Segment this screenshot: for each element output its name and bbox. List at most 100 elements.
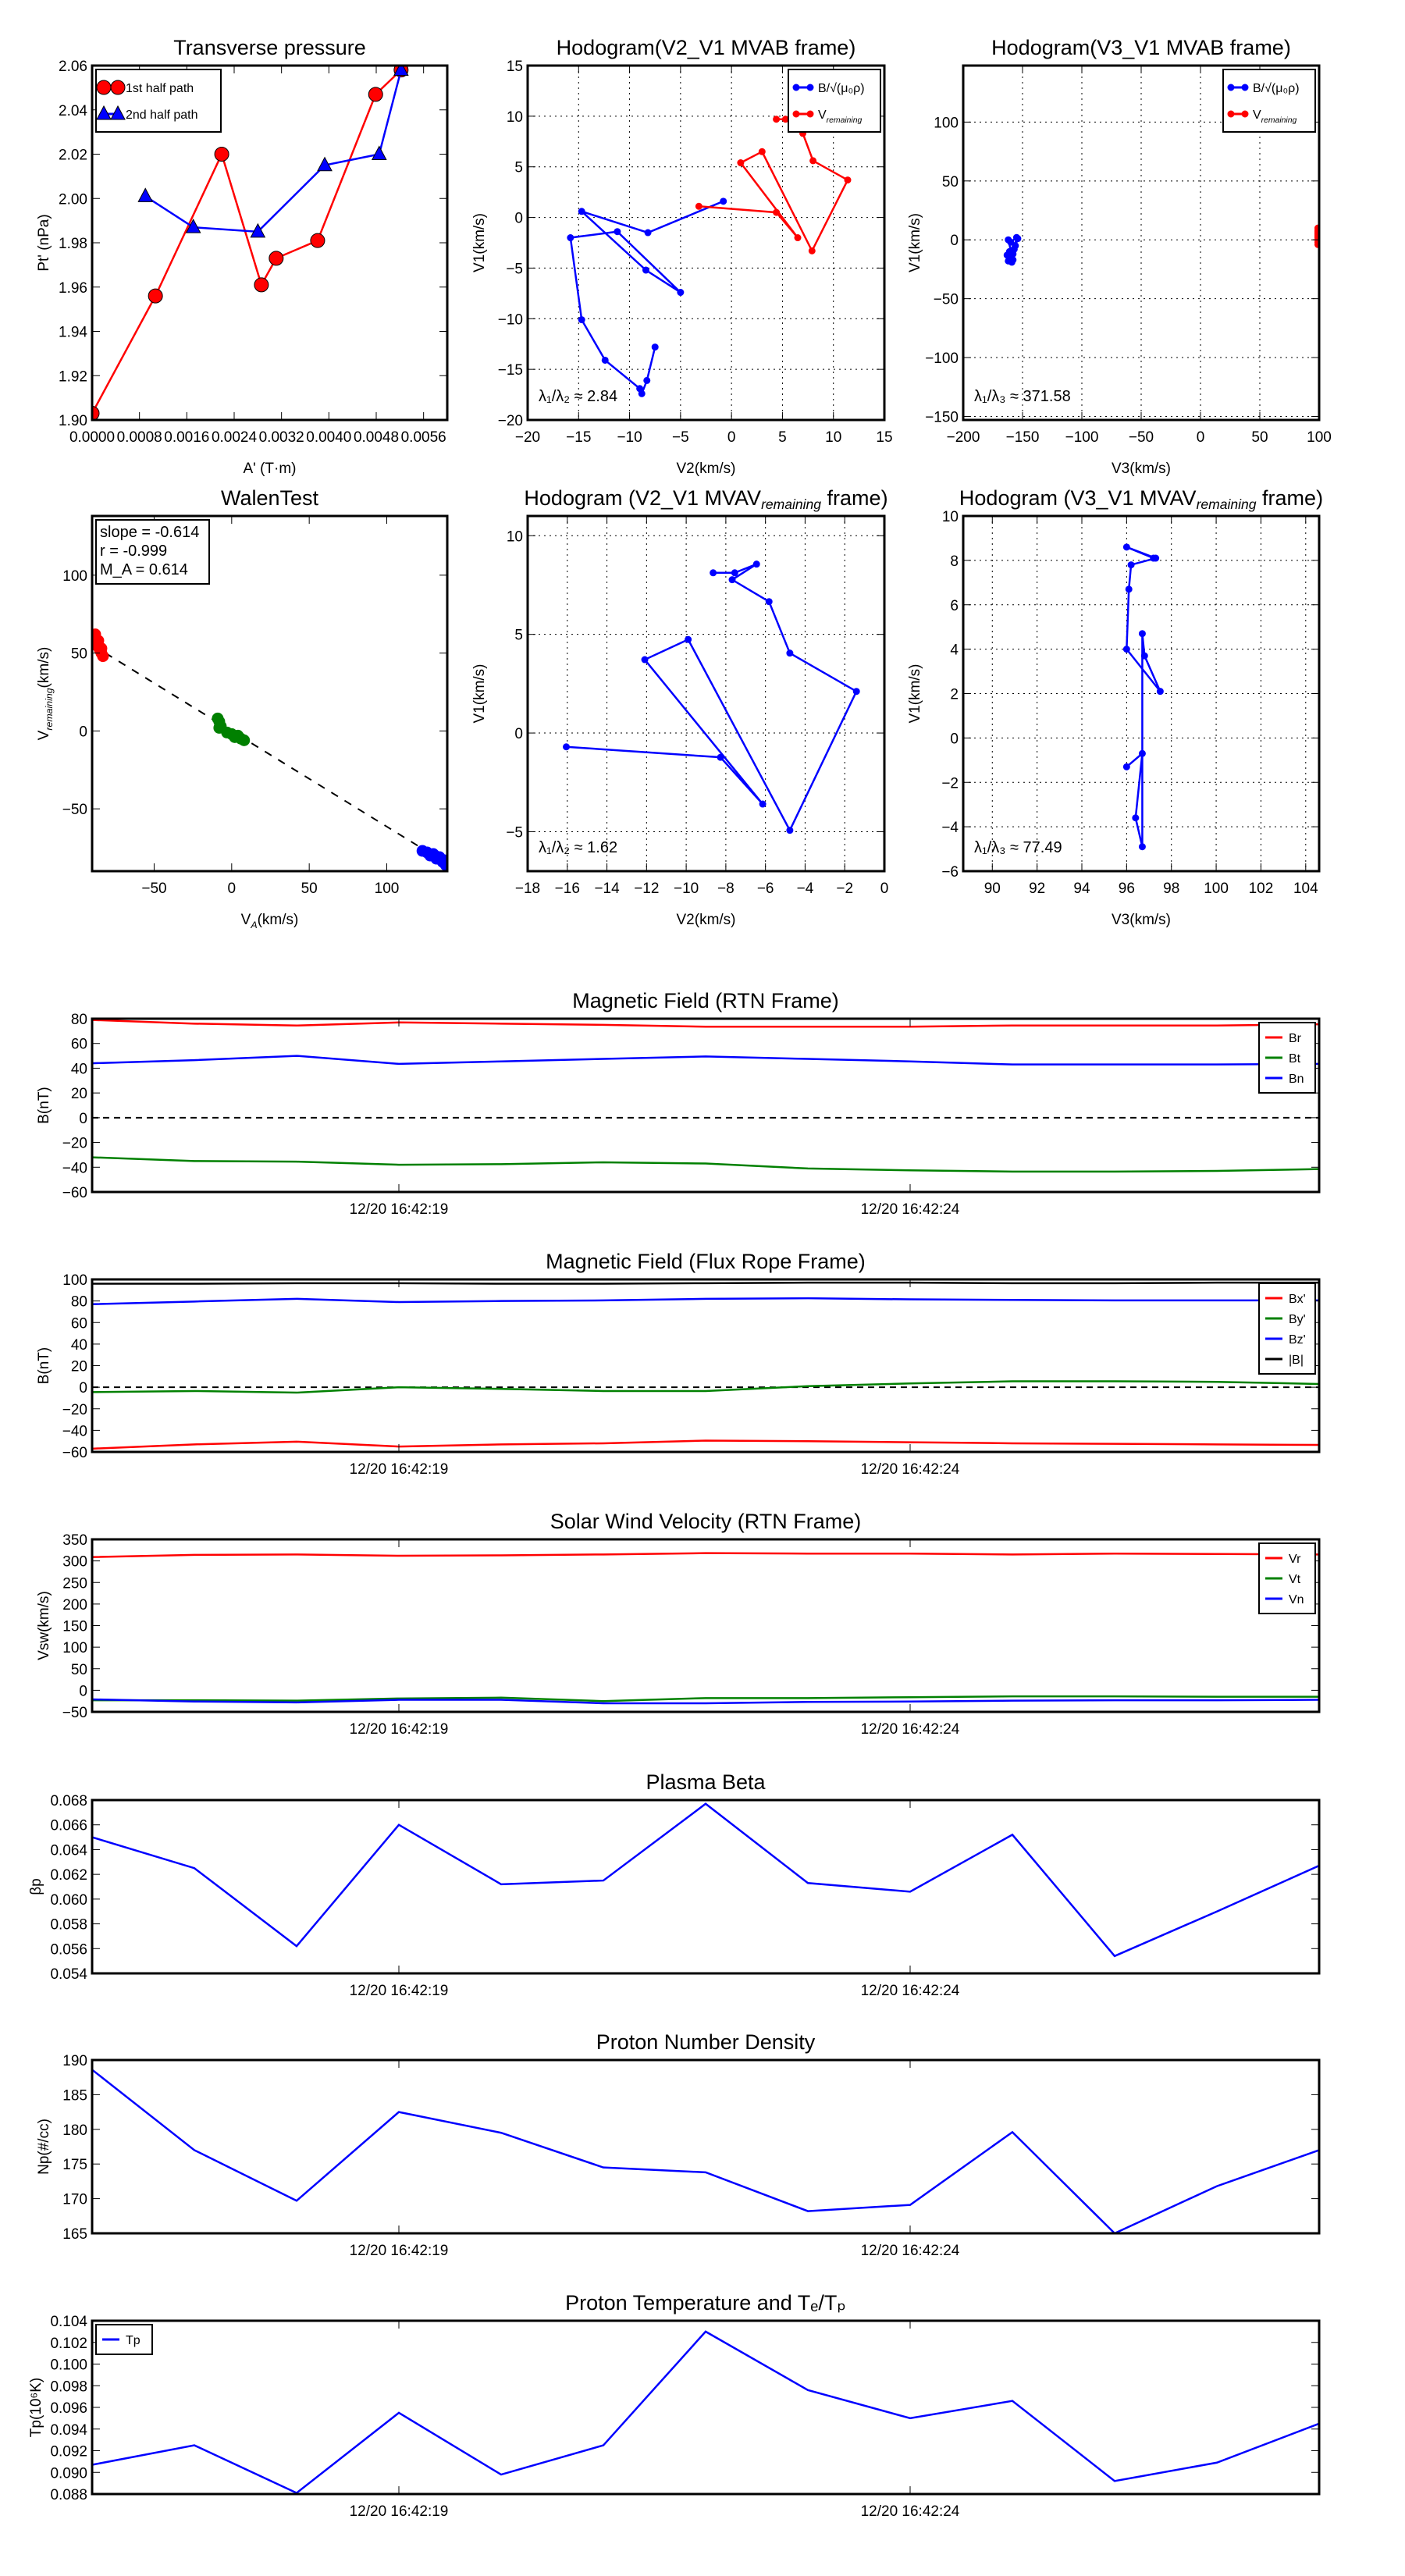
data-point-b — [1005, 236, 1012, 244]
data-point-b — [643, 376, 651, 384]
y-tick-label: 1.94 — [59, 325, 87, 341]
data-point-1st-half-path — [148, 288, 163, 304]
y-axis-label-main: Vsw(km/s) — [36, 1591, 52, 1660]
stats-line: r = -0.999 — [100, 543, 167, 560]
y-tick-label: 10 — [942, 509, 959, 525]
data-point-hodogram — [731, 569, 738, 577]
legend: B/√(μ₀ρ) Vremaining — [1222, 69, 1316, 133]
chart-proton-number-density: 12/20 16:42:19 12/20 16:42:24 165 170 175 180… — [36, 2030, 1321, 2259]
y-tick-label: 0 — [79, 1380, 87, 1397]
data-point-2nd-half-path — [185, 219, 201, 233]
y-tick-label: −2 — [941, 775, 959, 792]
legend-item-br: Br — [1265, 1032, 1302, 1045]
y-tick-label: 5 — [514, 160, 523, 176]
legend-marker — [792, 84, 800, 91]
chart-title-main: Hodogram(V2_V1 MVAB frame) — [557, 36, 856, 59]
x-tick-label: 12/20 16:42:19 — [350, 1983, 449, 1999]
x-tick-label: 12/20 16:42:19 — [350, 1461, 449, 1478]
legend-label: Bz' — [1289, 1333, 1306, 1347]
legend-marker — [806, 110, 814, 118]
axes-frame — [91, 1538, 1321, 1713]
legend-item-v: Vremaining — [792, 109, 863, 125]
chart-plasma-beta: 12/20 16:42:19 12/20 16:42:24 0.054 0.056 0.… — [28, 1770, 1321, 1999]
y-tick-label: 0 — [950, 731, 959, 747]
chart-title: Magnetic Field (Flux Rope Frame) — [546, 1250, 866, 1273]
legend-label-main: Bz' — [1289, 1333, 1306, 1347]
chart-title: Magnetic Field (RTN Frame) — [572, 989, 839, 1012]
x-tick-label: −50 — [1129, 429, 1154, 446]
plot-area — [92, 66, 409, 420]
data-point-1st-half-path — [269, 251, 284, 266]
plot-area — [92, 628, 447, 871]
legend-label: By' — [1289, 1313, 1306, 1326]
y-axis-label: B(nT) — [36, 1087, 52, 1124]
y-axis-label: Np(#/cc) — [36, 2119, 52, 2175]
y-axis-label: Vsw(km/s) — [36, 1591, 52, 1660]
data-point-hodogram — [728, 576, 736, 584]
data-point-hodogram — [710, 569, 717, 577]
y-tick-label: −20 — [498, 413, 523, 429]
x-axis-label: A' (T·m) — [244, 461, 297, 477]
x-axis-label: V2(km/s) — [677, 461, 736, 477]
eigenvalue-ratio: λ₁/λ₃ ≈ 371.58 — [974, 388, 1071, 405]
y-tick-label: 2.02 — [59, 148, 87, 164]
legend-item-by: By' — [1265, 1313, 1306, 1326]
y-tick-label: 60 — [71, 1315, 87, 1332]
data-point-hodogram — [1125, 585, 1133, 593]
legend-label-main: Bt — [1289, 1052, 1301, 1066]
y-axis-label-sub: remaining — [44, 688, 55, 730]
x-tick-label: −150 — [1006, 429, 1040, 446]
x-axis-label: V3(km/s) — [1112, 461, 1171, 477]
data-point-hodogram — [1127, 561, 1135, 569]
x-tick-label: 5 — [778, 429, 787, 446]
data-point-1st-half-path — [92, 405, 100, 420]
data-point-b — [644, 229, 652, 237]
y-tick-label: 100 — [934, 115, 959, 131]
x-axis-label: VA(km/s) — [241, 912, 299, 930]
plot-area — [563, 560, 860, 834]
y-axis-label-main: V1(km/s) — [471, 664, 488, 724]
legend-item-b: B/√(μ₀ρ) — [1227, 82, 1300, 95]
legend-label: Bx' — [1289, 1293, 1306, 1306]
x-tick-label: 15 — [876, 429, 892, 446]
legend-label-main: 2nd half path — [126, 109, 198, 122]
y-tick-label: −40 — [62, 1160, 87, 1176]
data-point-b — [578, 208, 585, 215]
x-tick-label: 102 — [1249, 881, 1274, 897]
data-point-hodogram — [1122, 543, 1130, 551]
legend-frame — [788, 69, 881, 133]
data-point-b — [614, 228, 621, 236]
y-tick-label: −5 — [506, 261, 523, 277]
chart-title-main: Hodogram (V3_V1 MVAV — [959, 486, 1197, 510]
chart-hodogram-v3-v1-mvav: 90 92 94 96 98 100 102 104 −6 −4 −2 0 2 4 6 8 10Hodogram… — [907, 486, 1323, 928]
x-tick-label: 0 — [880, 881, 889, 897]
chart-title-main: Transverse pressure — [173, 36, 366, 59]
legend-label: B/√(μ₀ρ) — [818, 82, 865, 95]
x-axis-label-main: V2(km/s) — [677, 912, 736, 928]
data-point-2nd-half-path — [393, 66, 409, 76]
y-tick-label: 0 — [79, 1111, 87, 1127]
y-tick-label: 50 — [942, 174, 959, 190]
y-axis-label-main: Tp(10⁶K) — [28, 2378, 44, 2437]
x-axis-label-main: V3(km/s) — [1112, 912, 1171, 928]
chart-title-end: frame) — [1257, 486, 1324, 510]
data-point-b — [601, 356, 609, 364]
legend-label-sub: remaining — [1261, 116, 1297, 125]
data-point-2nd-half-path — [137, 187, 154, 202]
data-point-hodogram — [563, 743, 571, 751]
x-tick-label: 0.0000 — [69, 429, 115, 446]
x-tick-label: 12/20 16:42:19 — [350, 1721, 449, 1738]
chart-hodogram-v2-v1-mvab-frame: −20 −15 −10 −5 0 5 10 15 −20 −15 −10 −5 0 5 10 15 Hodogr… — [471, 36, 893, 477]
y-tick-label: 190 — [62, 2053, 87, 2069]
legend-label-main: B/√(μ₀ρ) — [818, 82, 865, 95]
y-tick-label: −60 — [62, 1445, 87, 1461]
y-tick-label: 0.102 — [50, 2336, 87, 2352]
x-tick-label: 90 — [984, 881, 1001, 897]
x-tick-label: 12/20 16:42:24 — [861, 1461, 960, 1478]
data-point-b — [1012, 242, 1019, 250]
x-tick-label: 0 — [1197, 429, 1205, 446]
y-tick-label: 150 — [62, 1619, 87, 1635]
x-tick-label: 12/20 16:42:19 — [350, 2503, 449, 2520]
chart-title: Proton Temperature and Tₑ/Tₚ — [565, 2291, 846, 2314]
chart-magnetic-field-rtn-frame: 12/20 16:42:19 12/20 16:42:24 −60 −40 −20 0 20… — [36, 989, 1321, 1218]
